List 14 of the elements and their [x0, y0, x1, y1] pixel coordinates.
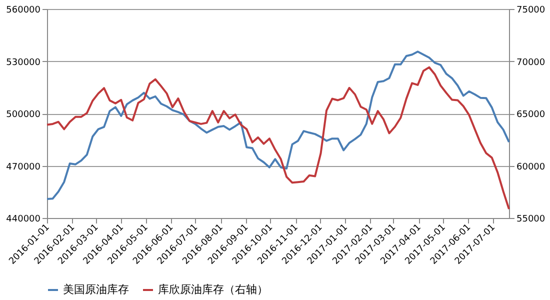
y-tick-label: 500000	[6, 110, 41, 120]
y2-tick-label: 70000	[516, 58, 546, 68]
y2-tick-label: 55000	[516, 214, 546, 224]
y2-tick-label: 75000	[516, 6, 546, 16]
y-tick-label: 530000	[6, 58, 41, 68]
y2-tick-label: 60000	[516, 162, 546, 172]
legend-label: 美国原油库存	[63, 283, 129, 296]
y2-tick-label: 65000	[516, 110, 546, 120]
line-series	[46, 50, 510, 200]
y-tick-label: 470000	[6, 162, 41, 172]
legend-label: 库欣原油库存（右轴）	[158, 283, 268, 296]
y-tick-label: 560000	[6, 6, 41, 16]
y-tick-label: 440000	[6, 214, 41, 224]
line-series	[46, 66, 510, 210]
